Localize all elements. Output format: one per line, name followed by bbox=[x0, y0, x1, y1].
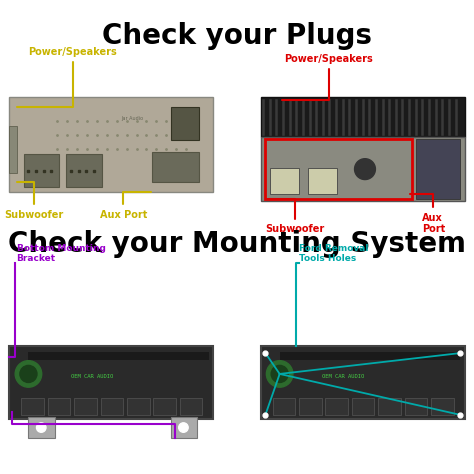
Text: Power/Speakers: Power/Speakers bbox=[283, 54, 373, 100]
Circle shape bbox=[36, 423, 46, 432]
Bar bbox=[9, 97, 213, 192]
Bar bbox=[66, 154, 102, 187]
Circle shape bbox=[20, 365, 37, 383]
Bar bbox=[405, 398, 427, 415]
Bar bbox=[308, 168, 337, 194]
Bar bbox=[378, 398, 401, 415]
Circle shape bbox=[271, 365, 288, 383]
Bar bbox=[280, 352, 460, 360]
Bar bbox=[171, 107, 199, 140]
Bar bbox=[48, 398, 70, 415]
Circle shape bbox=[355, 159, 375, 180]
Text: Subwoofer: Subwoofer bbox=[5, 182, 64, 220]
Bar bbox=[171, 417, 197, 438]
Text: Aux Port: Aux Port bbox=[100, 192, 151, 220]
Bar bbox=[9, 126, 17, 173]
Text: Check your Mounting System: Check your Mounting System bbox=[8, 230, 466, 258]
Bar bbox=[152, 152, 199, 182]
Bar bbox=[431, 398, 454, 415]
Text: Subwoofer: Subwoofer bbox=[265, 199, 325, 234]
Bar bbox=[270, 168, 299, 194]
Bar bbox=[299, 398, 321, 415]
Text: Check your Plugs: Check your Plugs bbox=[102, 21, 372, 50]
Bar bbox=[261, 137, 465, 201]
Bar bbox=[74, 398, 97, 415]
Bar bbox=[261, 97, 465, 137]
Bar bbox=[416, 139, 460, 199]
Bar bbox=[28, 417, 55, 438]
Bar bbox=[325, 398, 348, 415]
Bar bbox=[100, 398, 123, 415]
Bar bbox=[9, 346, 213, 419]
Text: Jar Audio: Jar Audio bbox=[121, 116, 144, 121]
Bar bbox=[24, 154, 59, 187]
Text: Power/Speakers: Power/Speakers bbox=[17, 46, 117, 107]
Text: Aux
Port: Aux Port bbox=[410, 194, 445, 234]
Text: Ford Removal
Tools Holes: Ford Removal Tools Holes bbox=[299, 244, 368, 263]
Bar bbox=[352, 398, 374, 415]
Circle shape bbox=[15, 361, 42, 387]
Text: Bottom Mounting
Bracket: Bottom Mounting Bracket bbox=[17, 244, 105, 263]
Bar bbox=[265, 139, 412, 199]
Circle shape bbox=[266, 361, 293, 387]
Bar bbox=[21, 398, 44, 415]
Text: OEM CAR AUDIO: OEM CAR AUDIO bbox=[322, 374, 365, 379]
Bar bbox=[180, 398, 202, 415]
Circle shape bbox=[179, 423, 188, 432]
Bar bbox=[261, 346, 465, 419]
Bar bbox=[28, 352, 209, 360]
Text: OEM CAR AUDIO: OEM CAR AUDIO bbox=[71, 374, 113, 379]
Bar bbox=[127, 398, 150, 415]
Bar bbox=[154, 398, 176, 415]
Bar bbox=[273, 398, 295, 415]
